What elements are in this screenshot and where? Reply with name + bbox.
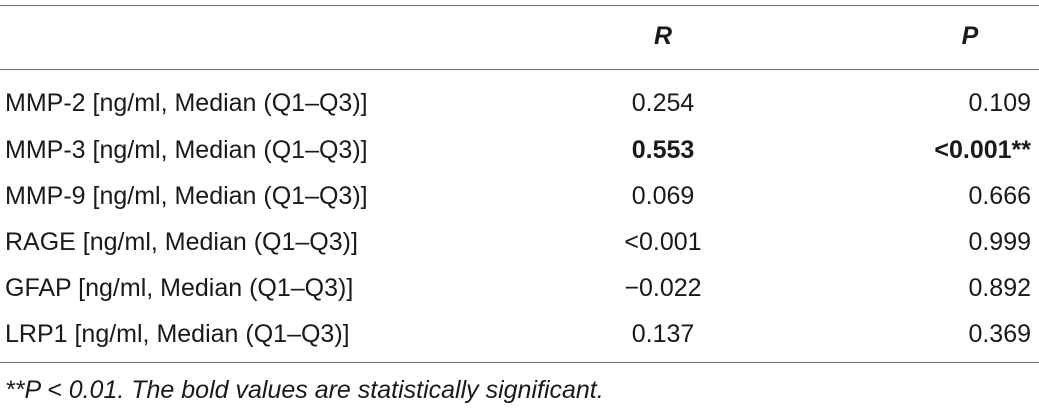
r-value: 0.137 (631, 320, 695, 348)
table-row: MMP-3 [ng/ml, Median (Q1–Q3)] 0.553 <0.0… (0, 127, 1039, 173)
r-value: <0.001 (624, 228, 702, 256)
row-label: LRP1 [ng/ml, Median (Q1–Q3)] (5, 320, 350, 348)
row-label: MMP-2 [ng/ml, Median (Q1–Q3)] (5, 89, 368, 117)
r-value: 0.069 (631, 182, 695, 210)
p-value: 0.109 (968, 89, 1031, 117)
p-value: 0.666 (968, 182, 1031, 210)
r-value: 0.254 (631, 89, 695, 117)
table-row: GFAP [ng/ml, Median (Q1–Q3)] −0.022 0.89… (0, 265, 1039, 311)
table-bottom-rule (0, 362, 1039, 363)
p-value: <0.001** (934, 136, 1031, 164)
table-row: RAGE [ng/ml, Median (Q1–Q3)] <0.001 0.99… (0, 219, 1039, 265)
header-separator-rule (0, 69, 1039, 70)
table-row: MMP-9 [ng/ml, Median (Q1–Q3)] 0.069 0.66… (0, 173, 1039, 219)
row-label: GFAP [ng/ml, Median (Q1–Q3)] (5, 274, 354, 302)
table-footnote: **P < 0.01. The bold values are statisti… (5, 376, 604, 404)
table-top-rule (0, 5, 1039, 6)
table-row: LRP1 [ng/ml, Median (Q1–Q3)] 0.137 0.369 (0, 311, 1039, 357)
r-value: −0.022 (624, 274, 702, 302)
column-header-r: R (653, 22, 673, 50)
r-value: 0.553 (631, 136, 695, 164)
row-label: RAGE [ng/ml, Median (Q1–Q3)] (5, 228, 358, 256)
p-value: 0.892 (968, 274, 1031, 302)
p-value: 0.369 (968, 320, 1031, 348)
row-label: MMP-9 [ng/ml, Median (Q1–Q3)] (5, 182, 368, 210)
table-row: MMP-2 [ng/ml, Median (Q1–Q3)] 0.254 0.10… (0, 80, 1039, 126)
column-header-p: P (961, 22, 979, 50)
p-value: 0.999 (968, 228, 1031, 256)
row-label: MMP-3 [ng/ml, Median (Q1–Q3)] (5, 136, 368, 164)
